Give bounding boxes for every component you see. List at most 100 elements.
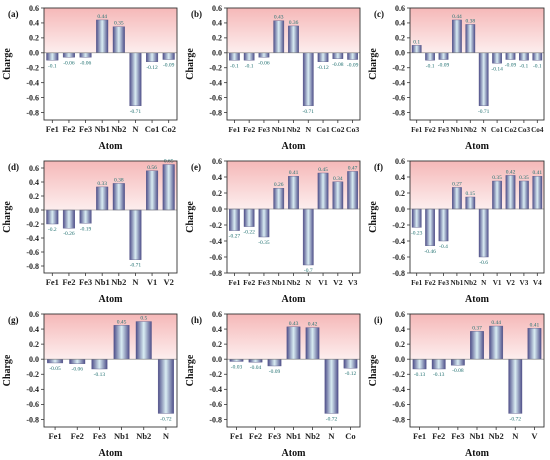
panel-label: (g) xyxy=(8,315,19,325)
y-tick-label: -0.8 xyxy=(392,269,405,278)
x-tick-label: Co2 xyxy=(504,126,517,134)
x-axis-label: Atom xyxy=(282,141,307,152)
bar-chart: -0.23 Fe1 -0.46 Fe2 -0.4 Fe3 0.27 Nb1 0.15 Nb2 -0.… xyxy=(368,157,545,305)
bar xyxy=(425,52,435,61)
bar xyxy=(273,188,285,210)
value-label: -0.06 xyxy=(80,60,92,66)
value-label: -0.1 xyxy=(426,63,435,69)
value-label: 0.27 xyxy=(452,181,462,187)
value-label: -0.13 xyxy=(433,372,445,378)
value-label: 0.41 xyxy=(530,322,540,328)
x-tick-label: Nb2 xyxy=(305,431,320,441)
bar xyxy=(508,359,523,414)
y-tick-label: 0.6 xyxy=(212,4,222,13)
bar xyxy=(157,359,174,414)
y-tick-label: 0.0 xyxy=(395,205,405,214)
bar xyxy=(302,208,314,266)
bar xyxy=(229,52,240,61)
value-label: -0.09 xyxy=(347,63,359,69)
x-tick-label: Fe2 xyxy=(243,125,255,134)
x-tick-label: Nb1 xyxy=(451,279,464,287)
value-label: 0.44 xyxy=(491,320,501,326)
x-axis-label: Atom xyxy=(465,294,490,305)
x-tick-label: Fe3 xyxy=(438,279,450,287)
chart-panel: -0.05 Fe1 -0.06 Fe2 -0.13 Fe3 0.45 Nb1 0.5 Nb2 -0.… xyxy=(0,306,183,460)
x-tick-label: Nb2 xyxy=(111,277,126,287)
value-label: 0.36 xyxy=(289,20,299,26)
panel-label: (h) xyxy=(191,315,202,325)
x-tick-label: N xyxy=(132,277,139,287)
bar xyxy=(273,20,285,53)
bar xyxy=(492,52,502,64)
x-tick-label: N xyxy=(328,431,335,441)
x-tick-label: Fe3 xyxy=(79,277,92,287)
y-tick-label: -0.6 xyxy=(26,93,39,102)
bar-chart: -0.1 Fe1 -0.06 Fe2 -0.06 Fe3 0.44 Nb1 0.35 Nb2 -0.… xyxy=(2,4,178,152)
y-tick-label: -0.6 xyxy=(392,253,405,262)
y-tick-label: -0.8 xyxy=(209,108,222,117)
value-label: 0.56 xyxy=(147,165,157,171)
bar xyxy=(347,52,358,60)
y-tick-label: 0.0 xyxy=(29,355,39,364)
y-tick-label: -0.2 xyxy=(26,64,39,73)
x-tick-label: N xyxy=(512,431,519,441)
bar xyxy=(62,52,75,58)
value-label: -0.1 xyxy=(230,63,239,69)
x-tick-label: Co4 xyxy=(531,126,544,134)
y-tick-label: 0.4 xyxy=(29,325,39,334)
x-tick-label: N xyxy=(132,124,139,134)
value-label: 0.26 xyxy=(274,182,284,188)
chart-panel: -0.2 Fe1 -0.26 Fe2 -0.19 Fe3 0.33 Nb1 0.38 Nb2 -0.… xyxy=(0,153,183,306)
y-tick-label: -0.4 xyxy=(392,78,405,87)
value-label: 0.35 xyxy=(492,175,502,181)
bar xyxy=(146,52,159,62)
panel-label: (d) xyxy=(8,162,19,172)
x-tick-label: Nb2 xyxy=(287,125,301,134)
panel-label: (i) xyxy=(374,315,383,325)
y-axis-label: Charge xyxy=(368,201,379,233)
y-tick-label: -0.2 xyxy=(26,220,39,229)
bar xyxy=(46,52,59,61)
bar-chart: -0.03 Fe1 -0.04 Fe2 -0.09 Fe3 0.43 Nb1 0.42 Nb2 -0… xyxy=(185,310,361,459)
y-tick-label: 0.2 xyxy=(212,34,222,43)
value-label: -0.08 xyxy=(332,62,344,68)
x-tick-label: Nb2 xyxy=(136,431,151,441)
bar-chart: -0.05 Fe1 -0.06 Fe2 -0.13 Fe3 0.45 Nb1 0.5 Nb2 -0.… xyxy=(2,310,178,459)
y-tick-label: 0.6 xyxy=(29,4,39,13)
bar xyxy=(505,52,516,60)
y-axis-label: Charge xyxy=(368,48,379,80)
bar xyxy=(96,186,109,211)
x-tick-label: Fe1 xyxy=(228,125,240,134)
value-label: 0.43 xyxy=(289,321,299,327)
x-tick-label: Fe1 xyxy=(411,279,423,287)
y-tick-label: -0.4 xyxy=(209,385,222,394)
x-axis-label: Atom xyxy=(99,294,124,305)
x-tick-label: Nb1 xyxy=(272,125,286,134)
bar xyxy=(113,325,130,360)
value-label: 0.44 xyxy=(452,14,462,20)
value-label: -0.23 xyxy=(411,230,423,236)
y-tick-label: -0.4 xyxy=(26,78,39,87)
bar xyxy=(347,171,358,210)
x-axis-label: Atom xyxy=(282,294,307,305)
chart-panel: 0.1 Fe1 -0.1 Fe2 -0.09 Fe3 0.44 Nb1 0.38 Nb2 -0.71… xyxy=(366,0,550,153)
value-label: -0.05 xyxy=(49,366,61,372)
x-tick-label: V4 xyxy=(533,279,542,287)
positive-charge-region xyxy=(44,8,177,53)
value-label: -0.26 xyxy=(63,231,75,237)
y-tick-label: -0.8 xyxy=(209,269,222,278)
y-tick-label: -0.8 xyxy=(26,262,39,271)
value-label: 0.42 xyxy=(506,169,516,175)
value-label: -0.14 xyxy=(491,66,503,72)
value-label: -0.35 xyxy=(258,240,270,246)
x-tick-label: V2 xyxy=(506,279,515,287)
value-label: -0.1 xyxy=(520,63,529,69)
bar xyxy=(411,45,422,53)
y-tick-label: 0.6 xyxy=(395,4,405,13)
y-tick-label: -0.2 xyxy=(209,64,222,73)
x-tick-label: Fe3 xyxy=(79,124,92,134)
x-tick-label: Fe1 xyxy=(228,278,240,287)
y-tick-label: -0.8 xyxy=(392,108,405,117)
x-tick-label: V1 xyxy=(147,277,157,287)
